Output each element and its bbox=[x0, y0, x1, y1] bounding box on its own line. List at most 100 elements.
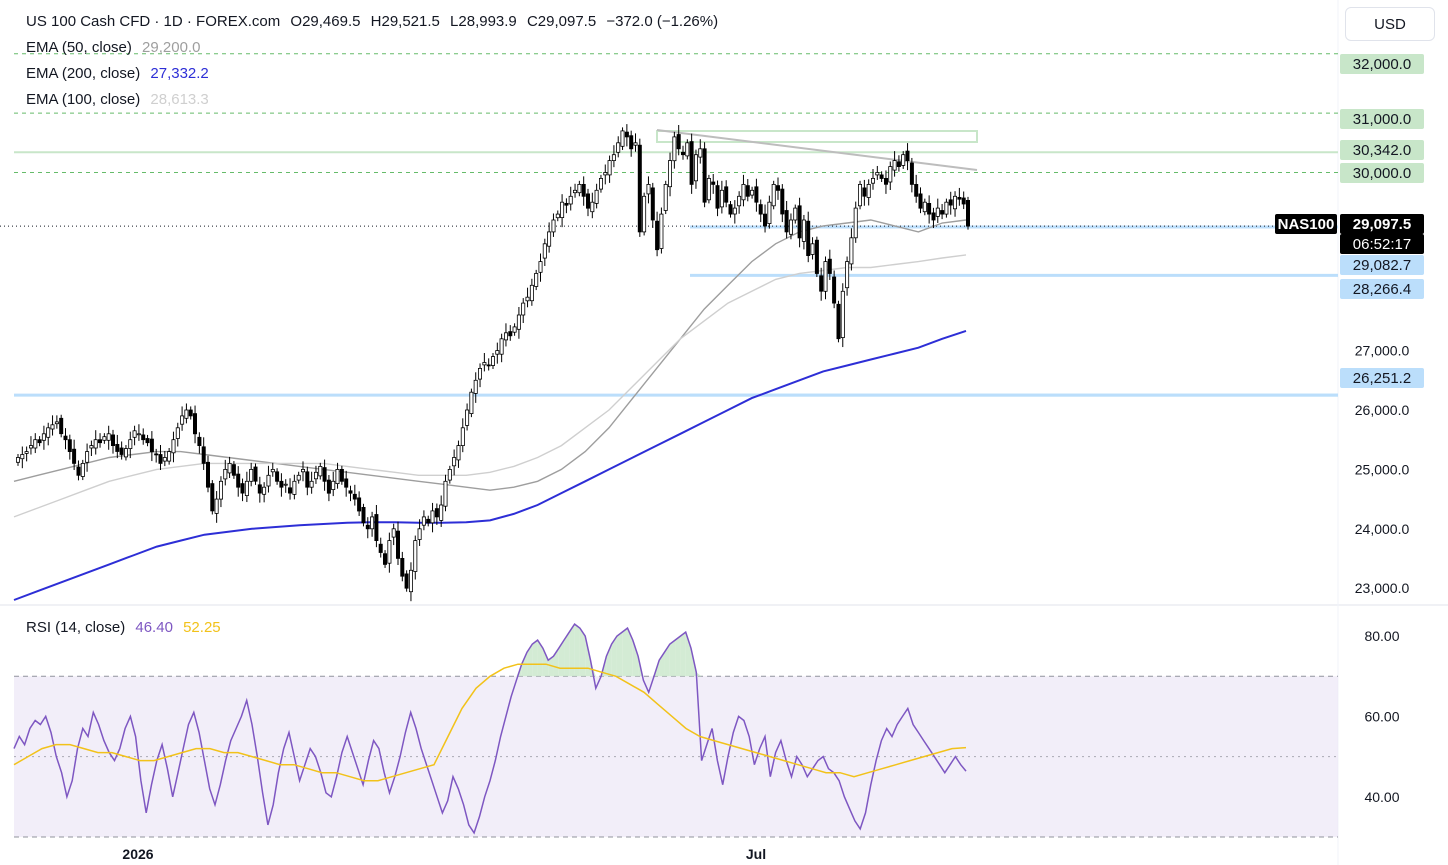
candle bbox=[305, 471, 310, 488]
candle bbox=[477, 367, 482, 380]
candle bbox=[858, 183, 863, 207]
candle bbox=[599, 177, 604, 190]
candle bbox=[85, 451, 90, 463]
candle bbox=[348, 490, 353, 494]
candle bbox=[33, 439, 38, 449]
candle bbox=[611, 154, 616, 161]
candle bbox=[205, 461, 210, 488]
price-change: −372.0 (−1.26%) bbox=[606, 13, 719, 30]
rsi-overbought-fill bbox=[537, 640, 543, 677]
candle bbox=[840, 290, 845, 338]
candle bbox=[694, 154, 699, 182]
time-axis-label: Jul bbox=[746, 846, 766, 862]
candle bbox=[642, 195, 647, 233]
rsi-overbought-fill bbox=[685, 632, 691, 677]
candle bbox=[322, 467, 327, 482]
candle bbox=[568, 195, 573, 205]
level-tag-30000: 30,000.0 bbox=[1340, 163, 1424, 183]
candle bbox=[456, 445, 461, 461]
candle bbox=[50, 424, 55, 430]
candle bbox=[408, 569, 413, 593]
candle bbox=[210, 483, 215, 512]
candle bbox=[119, 447, 124, 455]
candle bbox=[37, 439, 42, 444]
price-axis-label: 24,000.0 bbox=[1355, 521, 1410, 537]
candle bbox=[378, 543, 383, 553]
candle bbox=[244, 480, 249, 496]
rsi-overbought-fill bbox=[532, 640, 538, 677]
candle bbox=[685, 142, 690, 157]
candle bbox=[344, 478, 349, 488]
candle bbox=[365, 524, 370, 530]
rsi-overbought-fill bbox=[585, 636, 591, 677]
candle bbox=[538, 261, 543, 273]
candle bbox=[24, 451, 29, 454]
ema100-legend[interactable]: EMA (100, close) 28,613.3 bbox=[26, 91, 215, 109]
candle bbox=[162, 457, 167, 462]
candle bbox=[175, 427, 180, 439]
candle bbox=[469, 391, 474, 415]
candle bbox=[300, 468, 305, 473]
candle bbox=[357, 497, 362, 512]
rsi-overbought-fill bbox=[669, 640, 676, 677]
ema50-line bbox=[13, 219, 967, 491]
candle bbox=[633, 142, 638, 146]
rsi-overbought-fill bbox=[542, 648, 549, 677]
candles-group bbox=[15, 124, 971, 602]
rsi-legend[interactable]: RSI (14, close) 46.40 52.25 bbox=[26, 619, 227, 637]
ema50-legend[interactable]: EMA (50, close) 29,200.0 bbox=[26, 39, 206, 57]
candle bbox=[318, 465, 323, 477]
candle bbox=[845, 261, 850, 289]
currency-button[interactable]: USD bbox=[1345, 7, 1435, 41]
candle bbox=[836, 303, 841, 340]
candle bbox=[111, 434, 116, 446]
candle bbox=[413, 540, 418, 572]
candle bbox=[59, 417, 64, 435]
price-axis-label: 25,000.0 bbox=[1355, 461, 1410, 477]
rsi-axis-label: 60.00 bbox=[1364, 708, 1399, 724]
ema200-legend[interactable]: EMA (200, close) 27,332.2 bbox=[26, 65, 215, 83]
candle bbox=[577, 183, 582, 194]
candle bbox=[516, 314, 521, 330]
candle bbox=[439, 504, 444, 521]
price-axis-label: 27,000.0 bbox=[1355, 343, 1410, 359]
candle bbox=[188, 409, 193, 417]
candle bbox=[426, 518, 431, 524]
candle bbox=[391, 528, 396, 538]
candle bbox=[184, 409, 189, 419]
candle bbox=[430, 510, 435, 524]
candle bbox=[948, 199, 953, 206]
candle bbox=[655, 220, 660, 251]
candle bbox=[810, 243, 815, 255]
candle bbox=[149, 438, 154, 453]
rsi-ma-value: 52.25 bbox=[183, 619, 221, 636]
candle bbox=[767, 201, 772, 224]
ema100-label: EMA (100, close) bbox=[26, 91, 141, 108]
candle bbox=[283, 483, 288, 486]
level-tag-32000: 32,000.0 bbox=[1340, 54, 1424, 74]
candle bbox=[136, 433, 141, 436]
candle bbox=[309, 480, 314, 488]
rsi-overbought-fill bbox=[611, 636, 617, 677]
candle bbox=[141, 434, 146, 441]
rsi-overbought-fill bbox=[696, 672, 702, 677]
candle bbox=[15, 457, 20, 463]
candle bbox=[486, 364, 491, 367]
candle bbox=[201, 446, 206, 464]
candle bbox=[676, 134, 681, 150]
candle bbox=[46, 427, 51, 438]
rsi-overbought-fill bbox=[632, 640, 639, 677]
candle bbox=[503, 332, 508, 341]
rsi-overbought-fill bbox=[564, 632, 570, 677]
candle bbox=[944, 201, 949, 215]
candle bbox=[789, 219, 794, 235]
candle bbox=[292, 480, 297, 495]
candle bbox=[167, 451, 172, 462]
candle bbox=[793, 207, 798, 221]
candle bbox=[63, 435, 68, 441]
trendline bbox=[656, 129, 978, 171]
rsi-overbought-fill bbox=[622, 628, 628, 677]
candle bbox=[551, 219, 556, 233]
candle bbox=[724, 186, 729, 203]
